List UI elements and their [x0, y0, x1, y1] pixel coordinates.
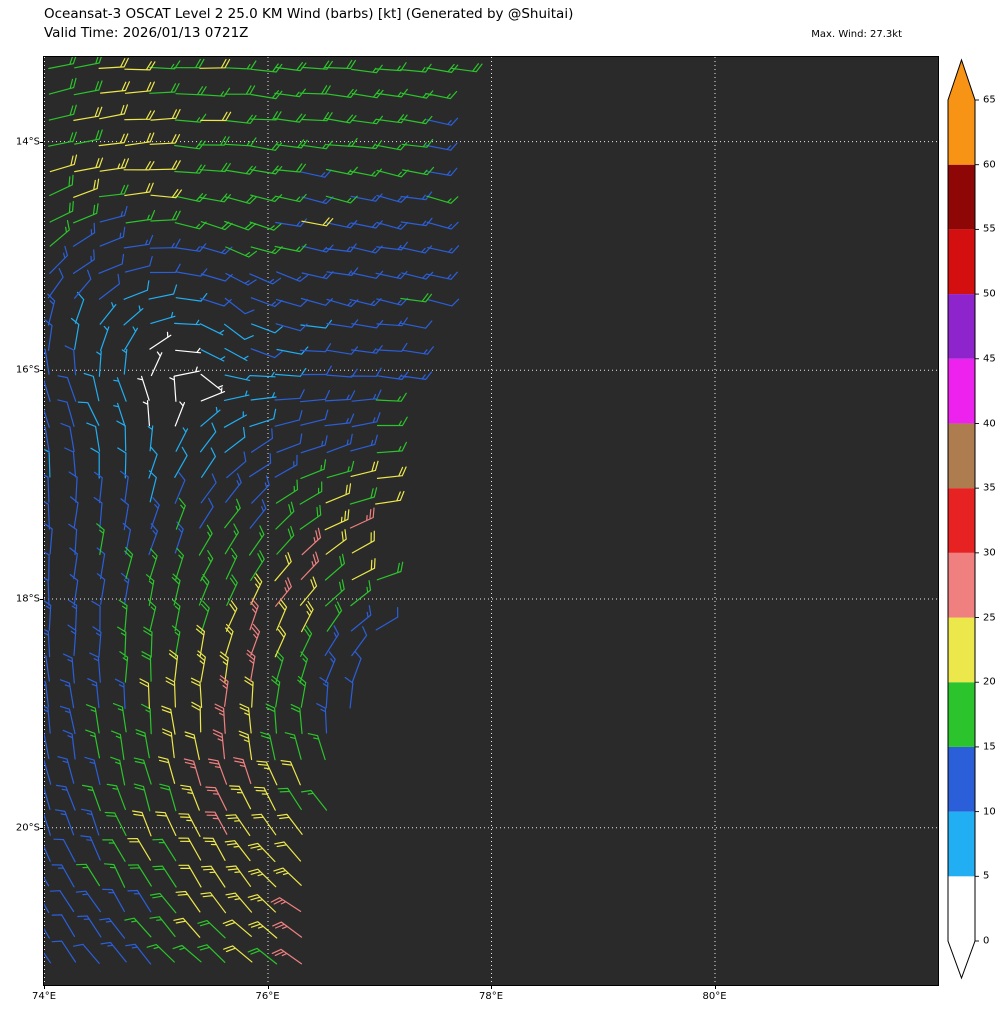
title-line-1: Oceansat-3 OSCAT Level 2 25.0 KM Wind (b…	[44, 6, 574, 22]
colorbar-over-arrow	[948, 60, 975, 100]
colorbar	[947, 58, 979, 980]
colorbar-tick-label: 35	[983, 482, 996, 494]
wind-barb-layer	[44, 57, 938, 985]
barbs-20-25kt	[49, 57, 407, 963]
max-wind-label: Max. Wind: 27.3kt	[811, 29, 902, 40]
y-tick-mark	[40, 141, 44, 143]
colorbar-segment-40-45	[948, 358, 975, 424]
x-tick-mark	[44, 985, 45, 989]
barbs-10-15kt	[44, 117, 460, 965]
y-tick-label: 18°S	[15, 593, 40, 605]
colorbar-segment-25-30	[948, 552, 975, 618]
barbs-15-20kt	[48, 57, 483, 965]
colorbar-segment-60-65	[948, 100, 975, 165]
barbs-0-5kt	[137, 331, 226, 427]
colorbar-segment-45-50	[948, 294, 975, 359]
colorbar-tick-label: 0	[983, 935, 990, 947]
colorbar-tick-label: 30	[983, 547, 996, 559]
colorbar-segment-0-5	[948, 876, 975, 941]
title-line-2: Valid Time: 2026/01/13 0721Z	[44, 25, 249, 41]
barbs-5-10kt	[44, 280, 332, 503]
colorbar-segment-55-60	[948, 164, 975, 230]
y-tick-mark	[40, 370, 44, 372]
x-tick-mark	[491, 985, 492, 989]
x-tick-mark	[267, 985, 269, 989]
y-tick-mark	[40, 599, 44, 600]
colorbar-segment-10-15	[948, 746, 975, 812]
colorbar-tick-label: 25	[983, 612, 996, 623]
colorbar-segment-35-40	[948, 423, 975, 489]
colorbar-tick-label: 65	[983, 94, 996, 106]
colorbar-tick-label: 15	[983, 741, 996, 753]
colorbar-tick-label: 50	[983, 288, 996, 300]
colorbar-tick-label: 45	[983, 353, 996, 365]
chart-title: Oceansat-3 OSCAT Level 2 25.0 KM Wind (b…	[44, 5, 573, 43]
y-tick-label: 14°S	[15, 136, 40, 148]
colorbar-segment-20-25	[948, 617, 975, 683]
colorbar-tick-label: 10	[983, 806, 996, 818]
y-tick-mark	[40, 827, 44, 829]
colorbar-segment-15-20	[948, 682, 975, 747]
colorbar-segment-5-10	[948, 811, 975, 877]
barbs-25-30kt	[183, 507, 375, 965]
x-tick-mark	[714, 985, 716, 989]
colorbar-tick-label: 60	[983, 159, 996, 171]
colorbar-segment-30-35	[948, 488, 975, 553]
colorbar-under-arrow	[948, 941, 975, 978]
y-tick-label: 16°S	[15, 364, 40, 376]
colorbar-tick-label: 40	[983, 418, 996, 429]
map-plot-area	[44, 57, 938, 985]
x-tick-label: 76°E	[255, 991, 280, 1002]
colorbar-tick-label: 5	[983, 870, 990, 882]
x-tick-label: 74°E	[31, 991, 57, 1002]
colorbar-segment-50-55	[948, 229, 975, 295]
colorbar-tick-label: 20	[983, 676, 996, 688]
x-tick-label: 78°E	[478, 991, 504, 1002]
y-tick-label: 20°S	[15, 822, 40, 834]
x-tick-label: 80°E	[702, 991, 727, 1002]
colorbar-tick-label: 55	[983, 223, 996, 235]
